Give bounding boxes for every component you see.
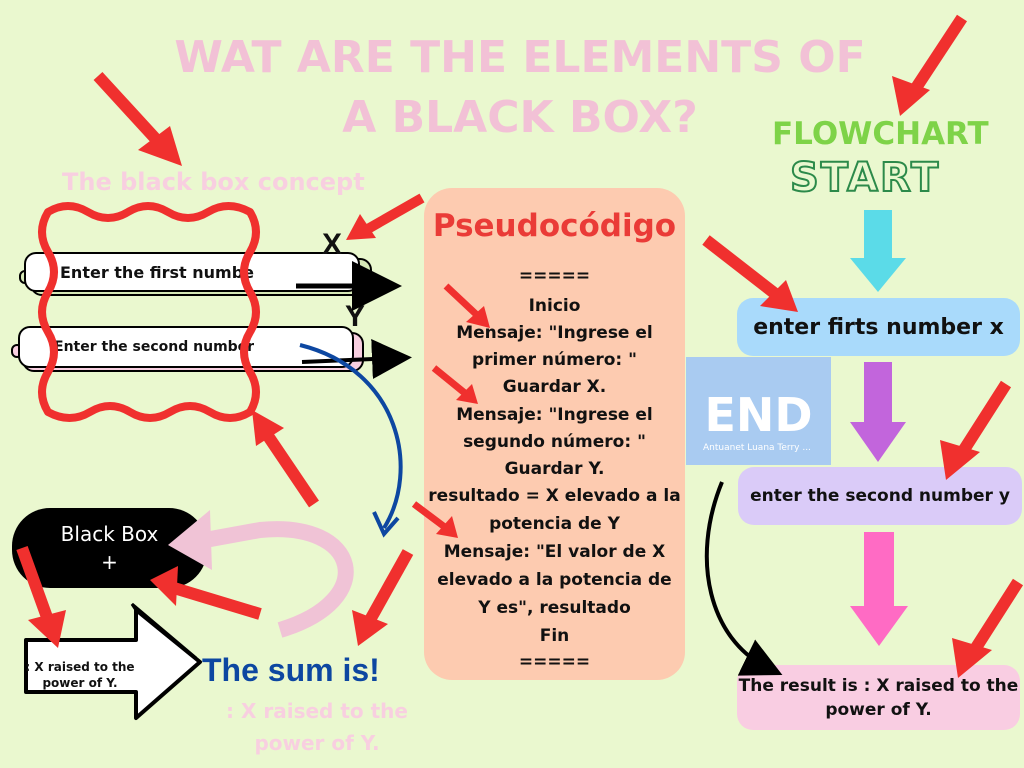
flowchart-start-label: START bbox=[789, 154, 941, 202]
pseudocode-line: Mensaje: "Ingrese el bbox=[456, 405, 653, 425]
flow-arrow-cyan bbox=[850, 210, 906, 292]
output-arrow-text: : X raised to the power of Y. bbox=[25, 660, 135, 690]
pseudocode-line: Inicio bbox=[528, 296, 581, 316]
pseudocode-line: segundo número: " bbox=[463, 432, 646, 452]
pseudocode-box: ===== Inicio Mensaje: "Ingrese el primer… bbox=[424, 188, 685, 680]
red-arrow bbox=[702, 235, 782, 301]
pseudocode-line: elevado a la potencia de bbox=[437, 570, 672, 590]
pseudocode-line: Guardar X. bbox=[502, 377, 607, 397]
pseudocode-line: resultado = X elevado a la bbox=[428, 486, 681, 506]
pseudocode-line: Mensaje: "Ingrese el bbox=[456, 323, 653, 343]
second-number-input: Enter the second number bbox=[18, 326, 354, 368]
pseudocode-line: Y es", resultado bbox=[478, 598, 631, 618]
page-title: WAT ARE THE ELEMENTS OF A BLACK BOX? bbox=[174, 32, 866, 143]
flow-arrow-pink bbox=[850, 532, 908, 646]
pseudocode-line: potencia de Y bbox=[489, 514, 620, 534]
wavy-red-frame bbox=[38, 202, 260, 422]
label-x: X bbox=[322, 228, 343, 261]
red-arrow bbox=[966, 578, 1024, 658]
pseudocode-line: Fin bbox=[539, 626, 570, 646]
flowchart-step-second-number: enter the second number y bbox=[738, 467, 1022, 525]
red-arrow bbox=[906, 14, 968, 98]
end-card-text: END bbox=[704, 388, 813, 442]
pseudocode-line: ===== bbox=[518, 652, 591, 672]
sum-label: The sum is! bbox=[202, 652, 380, 688]
flowchart-step-first-number: enter firts number x bbox=[737, 298, 1020, 356]
flowchart-step-result: The result is : X raised to the power of… bbox=[737, 665, 1020, 730]
pseudocode-line: ===== bbox=[518, 266, 591, 286]
red-arrow bbox=[954, 380, 1012, 460]
pseudocode-line: Mensaje: "El valor de X bbox=[443, 542, 666, 562]
sum-result-text: : X raised to the power of Y. bbox=[226, 699, 408, 755]
flowchart-heading: FLOWCHART bbox=[772, 116, 989, 152]
pseudocode-title: Pseudocódigo bbox=[432, 208, 677, 244]
second-number-input-label: Enter the second number bbox=[54, 339, 255, 355]
first-number-input: Enter the first numbe bbox=[24, 252, 360, 292]
label-y: Y bbox=[345, 300, 366, 333]
red-arrow bbox=[363, 193, 425, 235]
end-card bbox=[686, 357, 831, 465]
output-block-arrow bbox=[24, 602, 202, 720]
black-box-pill: Black Box + bbox=[12, 508, 207, 588]
flow-arrow-purple bbox=[850, 362, 906, 462]
blue-curved-arrow bbox=[299, 343, 403, 530]
red-arrow bbox=[364, 549, 414, 623]
pseudocode-line: Guardar Y. bbox=[504, 459, 605, 479]
black-box-plus: + bbox=[101, 550, 118, 574]
red-arrow bbox=[259, 426, 319, 508]
pseudocode-line: primer número: " bbox=[471, 350, 637, 370]
black-box-label: Black Box bbox=[60, 522, 159, 546]
blue-arrow-head bbox=[372, 511, 400, 538]
end-card-author: Antuanet Luana Terry ... bbox=[703, 443, 811, 453]
black-box-concept-heading: The black box concept bbox=[62, 168, 365, 196]
first-number-input-label: Enter the first numbe bbox=[60, 262, 254, 282]
pink-curved-arrow bbox=[203, 521, 354, 638]
